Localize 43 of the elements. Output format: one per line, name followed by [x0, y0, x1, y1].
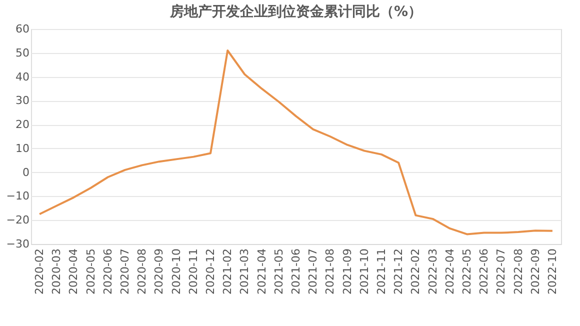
y-tick-label: 30 — [16, 94, 30, 108]
x-tick-label: 2020-12 — [204, 248, 218, 294]
x-tick-label: 2022-10 — [546, 248, 559, 294]
x-tick-label: 2021-07 — [306, 248, 320, 294]
x-tick-label: 2022-08 — [512, 248, 525, 294]
x-tick-label: 2021-08 — [324, 248, 337, 294]
x-tick-label: 2020-07 — [118, 248, 132, 294]
y-tick-label: 50 — [16, 46, 30, 60]
x-tick-label: 2021-02 — [221, 248, 234, 294]
x-tick-label: 2021-03 — [238, 248, 252, 294]
x-tick-label: 2020-10 — [170, 248, 183, 294]
x-tick-label: 2020-09 — [152, 248, 166, 294]
x-tick-label: 2022-05 — [460, 248, 474, 294]
y-tick-label: 40 — [16, 70, 30, 84]
y-tick-label: 20 — [16, 118, 30, 132]
x-tick-label: 2021-05 — [272, 248, 286, 294]
y-tick-label: 60 — [16, 22, 30, 36]
x-tick-label: 2020-11 — [186, 248, 200, 294]
y-tick-label: −30 — [6, 238, 30, 250]
y-tick-label: 0 — [22, 166, 30, 179]
chart-title: 房地产开发企业到位资金累计同比（%） — [168, 3, 422, 20]
x-tick-label: 2022-06 — [478, 248, 491, 294]
line-series — [38, 50, 554, 236]
x-tick-label: 2022-03 — [426, 248, 440, 294]
x-tick-label: 2022-02 — [409, 248, 422, 294]
x-tick-label: 2022-07 — [494, 248, 508, 294]
x-tick-label: 2020-08 — [136, 248, 149, 294]
x-tick-label: 2021-04 — [255, 248, 268, 294]
y-tick-label: −10 — [6, 190, 30, 203]
x-tick-label: 2020-04 — [67, 248, 80, 294]
x-tick-label: 2020-05 — [84, 248, 98, 294]
x-tick-label: 2021-10 — [358, 248, 371, 294]
x-tick-label: 2021-12 — [392, 248, 406, 294]
x-tick-label: 2021-06 — [290, 248, 302, 294]
x-tick-label: 2020-06 — [101, 248, 114, 294]
y-tick-label: 10 — [16, 142, 30, 155]
x-tick-label: 2020-03 — [50, 248, 64, 294]
x-tick-label: 2022-04 — [443, 248, 456, 294]
x-tick-label: 2020-02 — [33, 248, 46, 294]
x-tick-label: 2021-11 — [374, 248, 388, 294]
x-tick-label: 2022-09 — [528, 248, 542, 294]
y-tick-label: −20 — [6, 214, 30, 227]
x-tick-label: 2021-09 — [340, 248, 354, 294]
